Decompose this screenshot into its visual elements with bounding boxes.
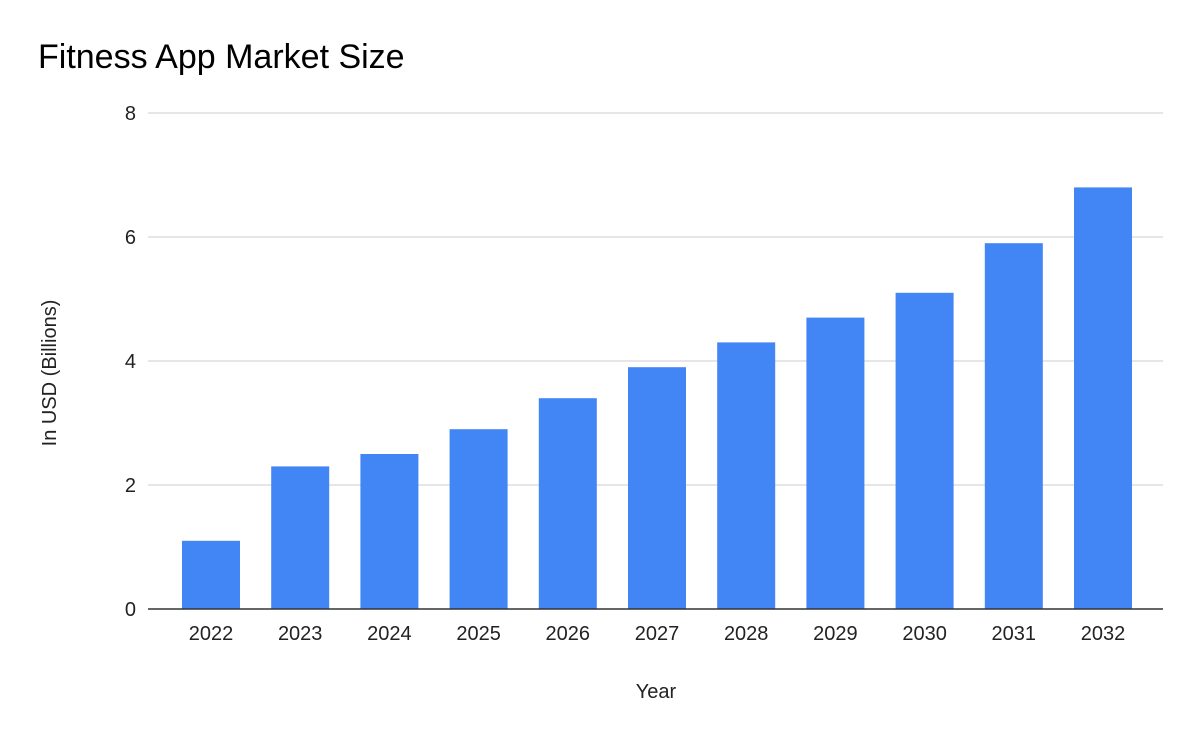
x-tick-label: 2030 (902, 623, 947, 645)
x-tick-label: 2024 (367, 623, 412, 645)
bar-2027 (628, 367, 686, 609)
bar-2023 (271, 466, 330, 609)
bars (182, 187, 1132, 609)
y-axis-label: In USD (Billions) (39, 300, 61, 447)
bar-2031 (984, 243, 1043, 609)
x-tick-label: 2032 (1081, 623, 1126, 645)
bar-2029 (806, 317, 865, 609)
x-tick-label: 2025 (456, 623, 501, 645)
bar-2032 (1074, 187, 1132, 609)
x-tick-label: 2022 (189, 623, 234, 645)
bar-2025 (449, 429, 508, 609)
y-tick-label: 8 (125, 103, 136, 125)
x-axis-label: Year (636, 681, 677, 703)
chart-title: Fitness App Market Size (38, 38, 405, 76)
bar-2022 (182, 540, 240, 609)
y-tick-label: 0 (125, 599, 136, 621)
x-tick-label: 2026 (546, 623, 591, 645)
bar-2028 (717, 342, 776, 609)
y-axis-ticks: 0 2 4 6 8 (125, 103, 136, 621)
x-tick-label: 2029 (813, 623, 858, 645)
y-tick-label: 4 (125, 351, 136, 373)
x-tick-label: 2023 (278, 623, 323, 645)
bar-2030 (895, 292, 954, 609)
x-axis-ticks: 2022 2023 2024 2025 2026 2027 2028 2029 2030 2031… (189, 623, 1126, 645)
bar-2024 (360, 454, 419, 609)
x-tick-label: 2031 (992, 623, 1037, 645)
y-tick-label: 2 (125, 475, 136, 497)
x-tick-label: 2028 (724, 623, 769, 645)
y-tick-label: 6 (125, 227, 136, 249)
bar-2026 (538, 398, 597, 609)
x-tick-label: 2027 (635, 623, 680, 645)
